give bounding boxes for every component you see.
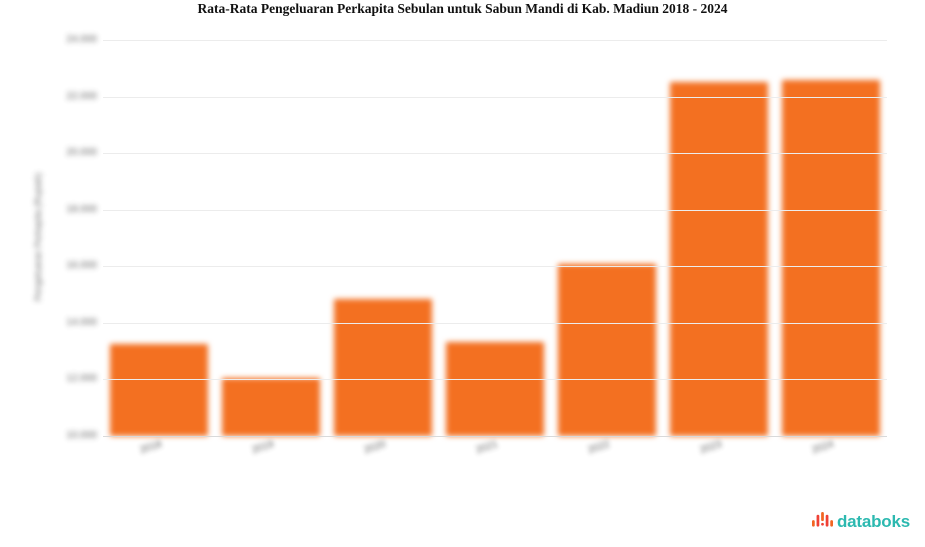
- chart-title: Rata-Rata Pengeluaran Perkapita Sebulan …: [197, 1, 728, 16]
- gridline: [103, 40, 887, 41]
- x-tick-label-2022: 2022: [586, 438, 612, 457]
- y-tick-label: 22.000: [66, 90, 97, 102]
- y-tick-label: 20.000: [66, 147, 97, 159]
- bar-2018: [110, 344, 208, 436]
- y-tick-label: 14.000: [66, 316, 97, 328]
- databoks-bars-icon: [811, 511, 833, 527]
- y-tick-label: 18.000: [66, 203, 97, 215]
- databoks-logo-text: databoks: [836, 512, 910, 531]
- bar-2023: [670, 82, 768, 436]
- bars-layer: [103, 40, 887, 436]
- gridline: [103, 379, 887, 381]
- x-tick-label-2019: 2019: [250, 438, 276, 457]
- bar-2021: [446, 341, 544, 436]
- x-tick-label-2018: 2018: [138, 438, 164, 457]
- bar-2020: [334, 299, 432, 436]
- x-tick-label-2020: 2020: [362, 438, 388, 457]
- y-tick-label: 16.000: [66, 260, 97, 272]
- gridline: [103, 266, 887, 268]
- x-tick-label-2021: 2021: [474, 438, 500, 457]
- y-axis-title: Pengeluaran Perkapita (Rupiah): [33, 172, 43, 302]
- bar-2022: [558, 264, 656, 436]
- bar-2024: [782, 80, 880, 436]
- databoks-logo: databoks: [811, 511, 910, 533]
- gridline: [103, 153, 887, 155]
- gridline: [103, 96, 887, 98]
- x-axis-line: [103, 436, 887, 437]
- x-tick-label-2023: 2023: [698, 438, 724, 457]
- bar-2019: [222, 378, 320, 436]
- y-tick-label: 10.000: [66, 430, 97, 441]
- plot-area: [103, 40, 887, 437]
- y-tick-label: 12.000: [66, 373, 97, 385]
- gridline: [103, 209, 887, 211]
- y-tick-label: 24.000: [66, 34, 97, 45]
- gridline: [103, 322, 887, 324]
- x-tick-label-2024: 2024: [810, 438, 836, 457]
